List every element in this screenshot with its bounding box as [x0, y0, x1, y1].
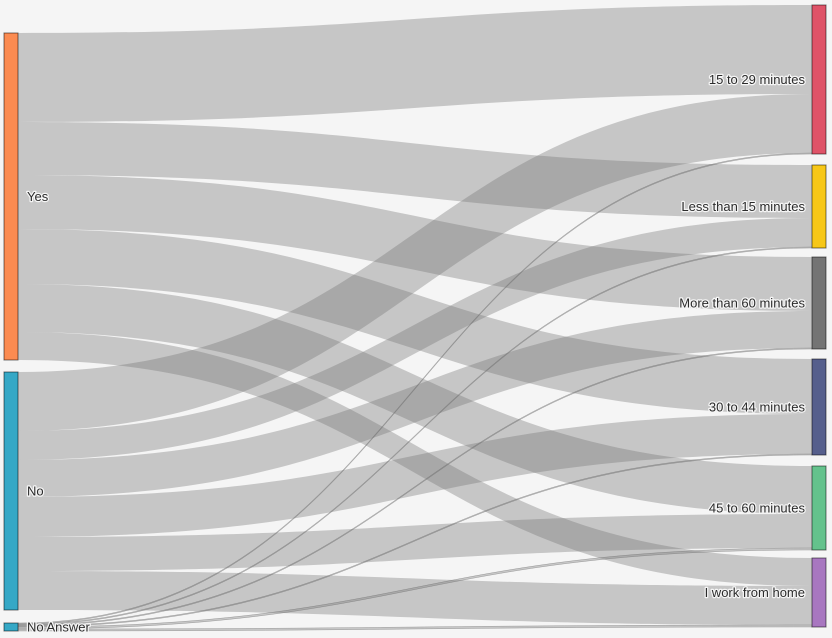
node-m15-29[interactable] — [811, 4, 827, 155]
link-yes-to-m45-60[interactable] — [18, 284, 812, 514]
link-yes-to-lt15[interactable] — [18, 122, 812, 218]
node-label-lt15: Less than 15 minutes — [681, 199, 805, 214]
node-yes[interactable] — [3, 32, 19, 361]
link-no-to-m45-60[interactable] — [18, 514, 812, 571]
node-lt15[interactable] — [811, 164, 827, 249]
link-no-to-m30-44[interactable] — [18, 414, 812, 537]
link-no-to-lt15[interactable] — [18, 218, 812, 460]
node-no-answer[interactable] — [3, 622, 19, 632]
link-yes-to-m30-44[interactable] — [18, 229, 812, 414]
sankey-links — [17, 5, 813, 632]
node-gt60[interactable] — [811, 256, 827, 350]
node-label-m30-44: 30 to 44 minutes — [709, 400, 806, 415]
node-m45-60[interactable] — [811, 465, 827, 551]
link-no-to-gt60[interactable] — [18, 311, 812, 497]
node-label-no-answer: No Answer — [27, 620, 91, 635]
node-label-gt60: More than 60 minutes — [679, 296, 805, 311]
link-no-to-wfh[interactable] — [18, 571, 812, 625]
node-label-no: No — [27, 484, 44, 499]
node-label-m15-29: 15 to 29 minutes — [709, 72, 806, 87]
node-wfh[interactable] — [811, 557, 827, 628]
link-yes-to-wfh[interactable] — [18, 332, 812, 586]
sankey-nodes — [3, 4, 827, 632]
link-yes-to-gt60[interactable] — [18, 175, 812, 311]
link-yes-to-m15-29[interactable] — [18, 5, 812, 122]
node-label-m45-60: 45 to 60 minutes — [709, 501, 806, 516]
node-label-yes: Yes — [27, 189, 49, 204]
sankey-labels: Yes No No Answer 15 to 29 minutes Less than … — [26, 71, 807, 636]
link-no-to-m15-29[interactable] — [18, 94, 812, 431]
node-label-wfh: I work from home — [705, 585, 805, 600]
node-no[interactable] — [3, 371, 19, 611]
node-m30-44[interactable] — [811, 358, 827, 456]
